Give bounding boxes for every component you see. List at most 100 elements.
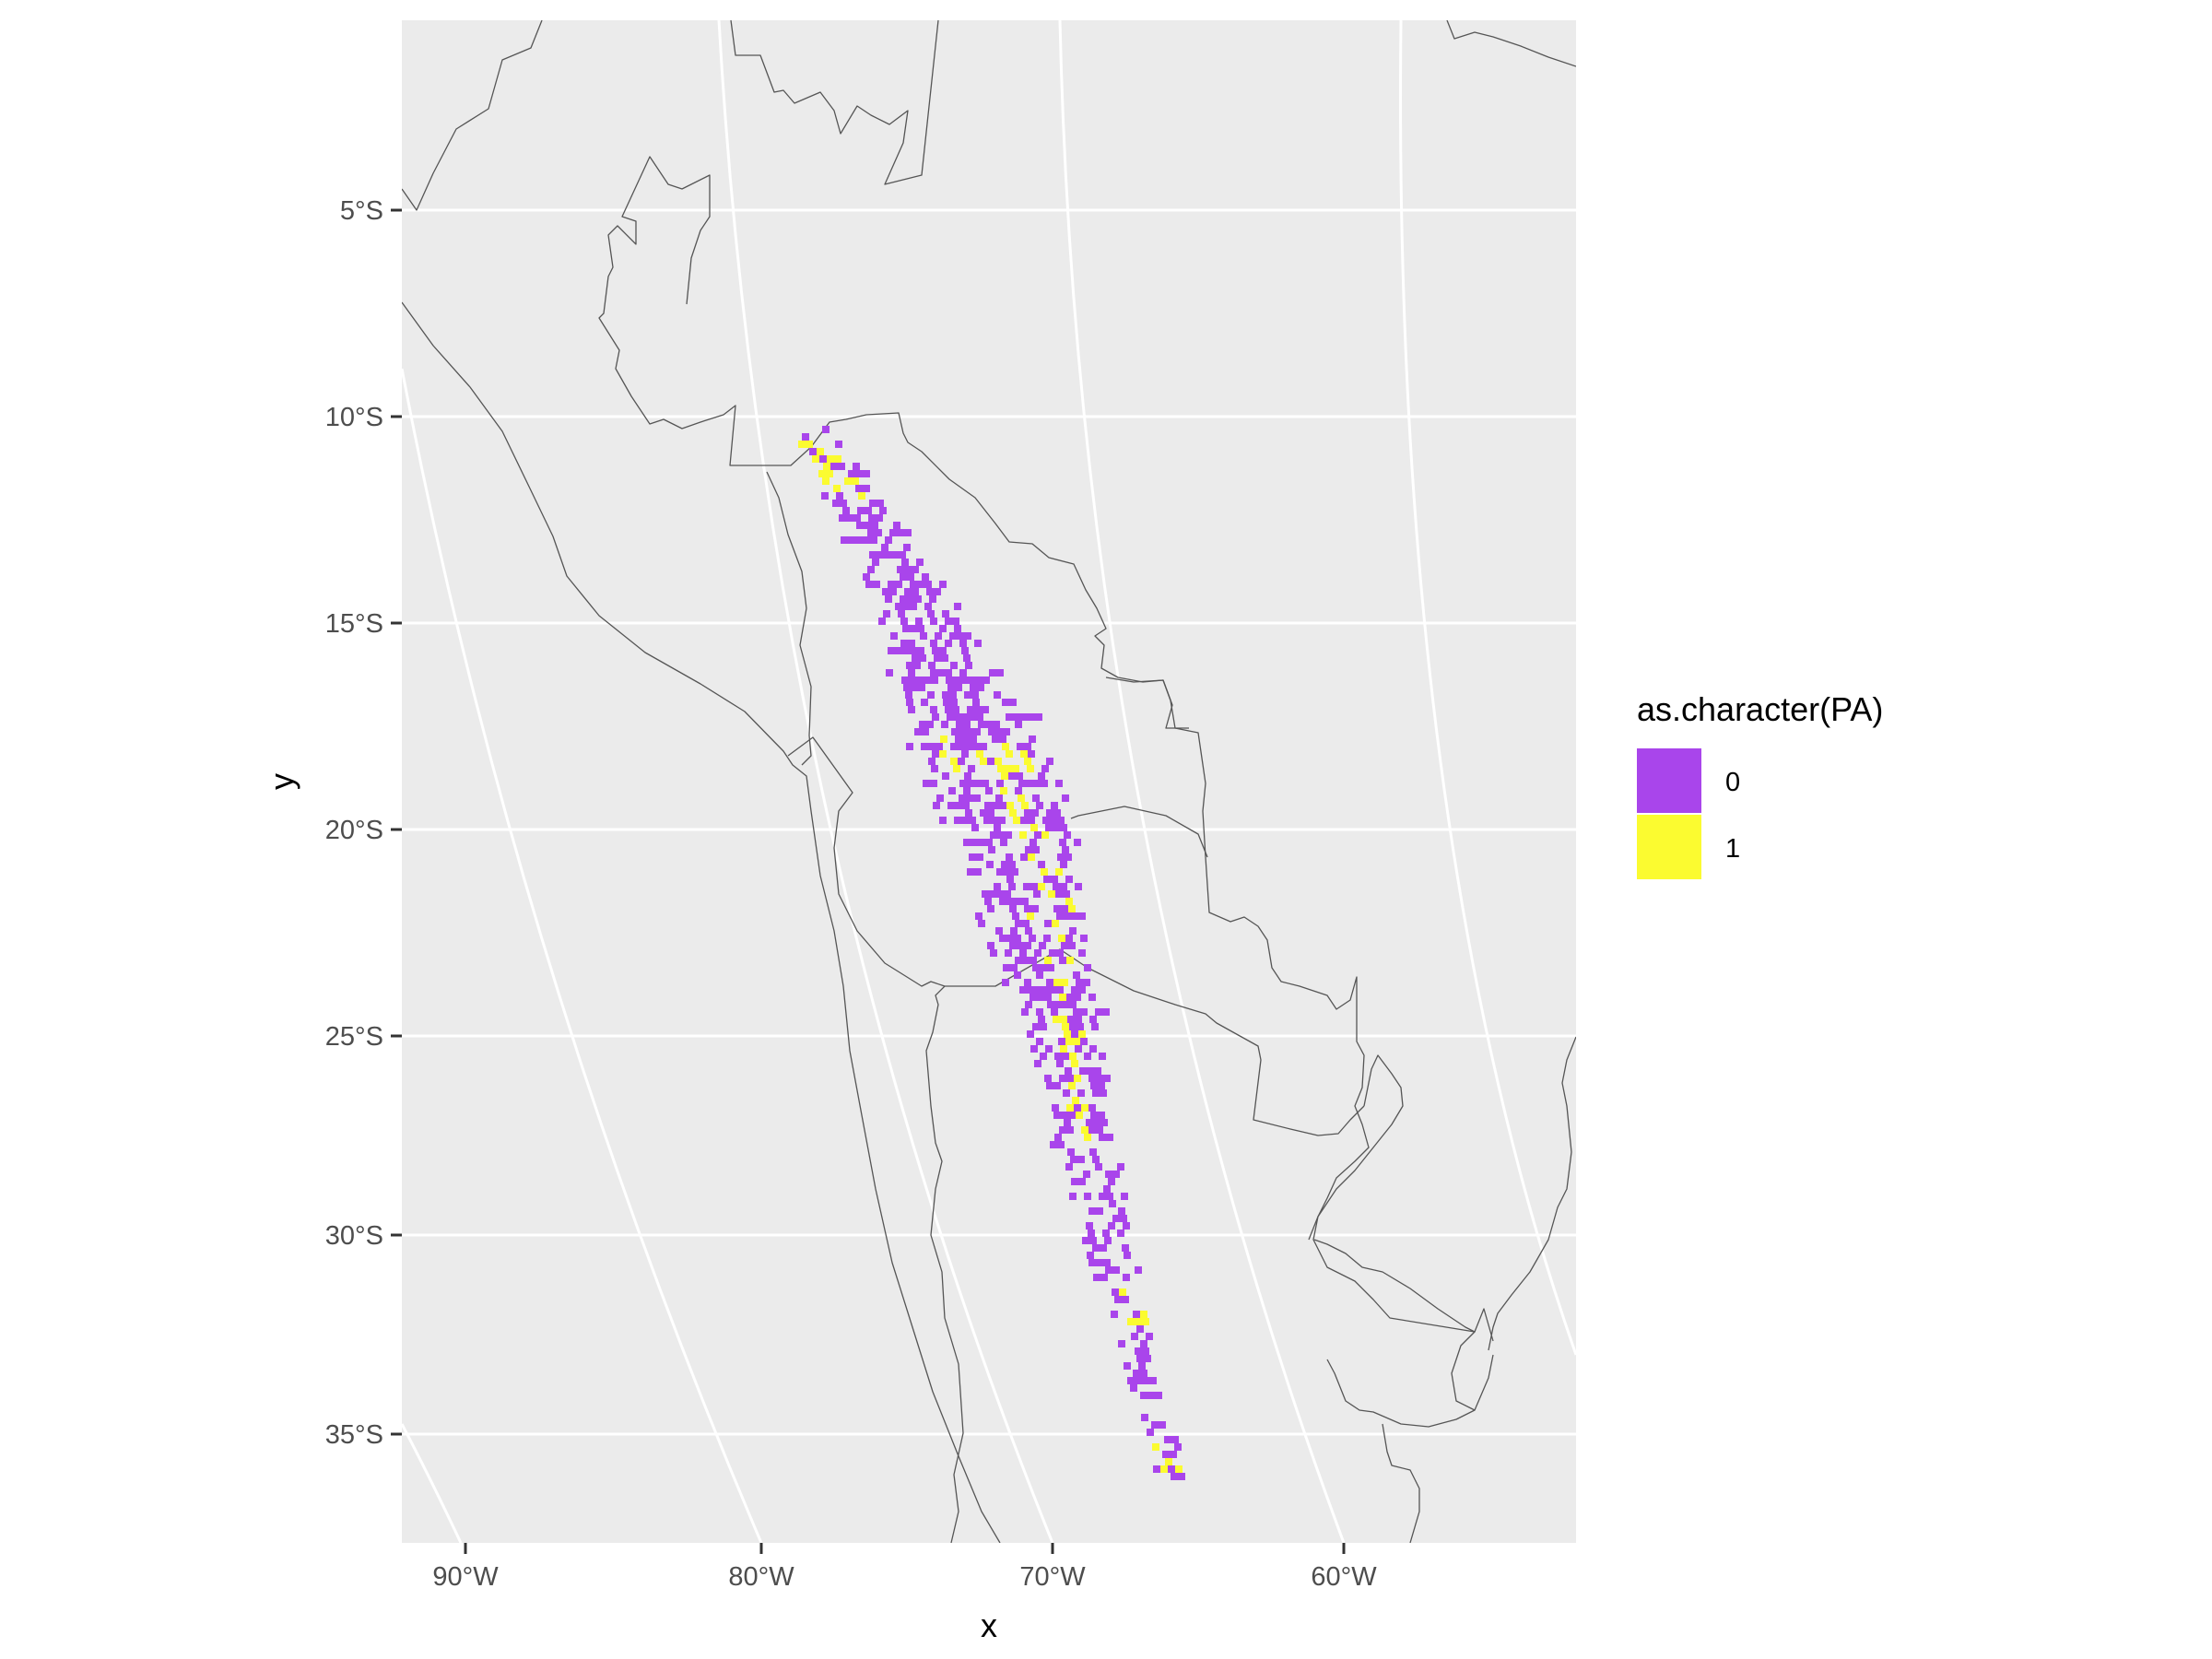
raster-cell-absence — [883, 610, 890, 618]
raster-cell-absence — [1033, 780, 1041, 787]
raster-cell-absence — [1005, 949, 1012, 957]
raster-cell-absence — [1112, 1266, 1120, 1274]
raster-cell-absence — [973, 794, 981, 802]
raster-cell-absence — [1088, 1126, 1096, 1134]
raster-cell-absence — [1074, 839, 1081, 846]
raster-cell-presence — [1041, 868, 1048, 876]
raster-cell-absence — [985, 839, 993, 846]
raster-cell-absence — [1044, 920, 1052, 927]
raster-cell-absence — [974, 706, 982, 713]
raster-cell-absence — [867, 566, 875, 573]
raster-cell-absence — [1062, 1001, 1069, 1008]
raster-cell-absence — [1025, 927, 1032, 935]
raster-cell-absence — [945, 640, 952, 647]
raster-cell-absence — [982, 890, 989, 898]
raster-cell-absence — [1140, 1370, 1147, 1377]
raster-cell-absence — [822, 426, 830, 433]
raster-cell-absence — [1140, 1340, 1147, 1347]
raster-cell-absence — [863, 485, 870, 492]
raster-cell-absence — [1141, 1414, 1148, 1421]
raster-cell-absence — [1046, 809, 1053, 817]
raster-cell-absence — [994, 883, 1001, 890]
raster-cell-absence — [989, 890, 996, 898]
raster-cell-absence — [1006, 898, 1014, 905]
raster-cell-absence — [1032, 846, 1040, 853]
raster-cell-absence — [966, 794, 973, 802]
raster-cell-presence — [844, 477, 852, 485]
raster-cell-presence — [939, 750, 947, 758]
raster-cell-absence — [1117, 1163, 1124, 1171]
raster-cell-presence — [997, 765, 1005, 772]
raster-cell-absence — [1064, 912, 1071, 920]
raster-cell-absence — [1122, 1296, 1129, 1303]
border-peru-brazil — [765, 412, 1189, 729]
raster-cell-absence — [876, 514, 883, 522]
raster-cell-absence — [943, 699, 950, 706]
raster-cell-presence — [1060, 1016, 1067, 1023]
raster-cell-absence — [1092, 1089, 1100, 1097]
raster-cell-absence — [991, 817, 998, 824]
raster-cell-absence — [888, 647, 895, 654]
raster-cell-presence — [817, 448, 824, 455]
raster-cell-absence — [954, 603, 961, 610]
raster-cell-absence — [1073, 1008, 1080, 1016]
raster-cell-absence — [927, 691, 935, 699]
raster-cell-absence — [1100, 1274, 1108, 1281]
border-colombia-peru — [730, 20, 939, 185]
raster-cell-absence — [1020, 853, 1028, 861]
raster-cell-absence — [1100, 1119, 1108, 1126]
raster-cell-absence — [955, 684, 962, 691]
raster-cell-absence — [1021, 1008, 1029, 1016]
raster-cell-absence — [990, 949, 997, 957]
raster-cell-presence — [1076, 1112, 1083, 1119]
raster-cell-absence — [1014, 898, 1021, 905]
raster-cell-absence — [1102, 1008, 1110, 1016]
raster-cell-absence — [848, 536, 855, 544]
y-tick-label-5s: 5°S — [340, 196, 383, 226]
raster-cell-absence — [1059, 839, 1066, 846]
raster-cell-absence — [928, 662, 935, 669]
raster-cell-absence — [941, 654, 948, 662]
raster-cell-absence — [842, 507, 850, 514]
raster-cell-absence — [922, 573, 929, 581]
raster-cell-absence — [906, 662, 913, 669]
raster-cell-absence — [1112, 1288, 1119, 1296]
raster-cell-presence — [1084, 1134, 1091, 1141]
raster-cell-absence — [895, 603, 902, 610]
raster-cell-absence — [1095, 1163, 1102, 1171]
raster-cell-absence — [1078, 912, 1086, 920]
raster-cell-absence — [1114, 1296, 1122, 1303]
raster-cell-absence — [1091, 1023, 1099, 1030]
raster-cell-absence — [971, 839, 978, 846]
raster-cell-absence — [867, 529, 875, 536]
raster-cell-absence — [898, 610, 905, 618]
raster-cell-absence — [1066, 1126, 1074, 1134]
raster-cell-absence — [968, 677, 975, 684]
raster-cell-absence — [965, 662, 972, 669]
raster-cell-absence — [996, 780, 1004, 787]
raster-cell-absence — [1174, 1443, 1182, 1451]
raster-cell-absence — [1038, 1016, 1045, 1023]
raster-cell-absence — [930, 780, 937, 787]
raster-cell-absence — [982, 706, 989, 713]
raster-cell-absence — [1103, 1075, 1111, 1082]
raster-cell-absence — [1032, 794, 1040, 802]
raster-cell-absence — [1103, 1185, 1111, 1193]
raster-cell-absence — [909, 677, 916, 684]
raster-cell-absence — [1111, 1311, 1118, 1318]
raster-cell-absence — [1000, 839, 1007, 846]
raster-cell-absence — [856, 522, 864, 529]
raster-cell-absence — [830, 463, 838, 470]
y-tick-label-25s: 25°S — [325, 1022, 383, 1052]
raster-cell-absence — [969, 713, 976, 721]
raster-cell-absence — [1168, 1465, 1175, 1473]
raster-cell-presence — [976, 750, 983, 758]
coastline-argentina-south — [1382, 1423, 1420, 1543]
raster-cell-absence — [1083, 979, 1090, 986]
raster-cell-absence — [1040, 1023, 1047, 1030]
raster-cell-presence — [1074, 1075, 1081, 1082]
raster-cell-presence — [1024, 758, 1031, 765]
raster-cell-presence — [1071, 1060, 1078, 1067]
raster-cell-absence — [932, 647, 939, 654]
raster-cell-absence — [1055, 780, 1063, 787]
